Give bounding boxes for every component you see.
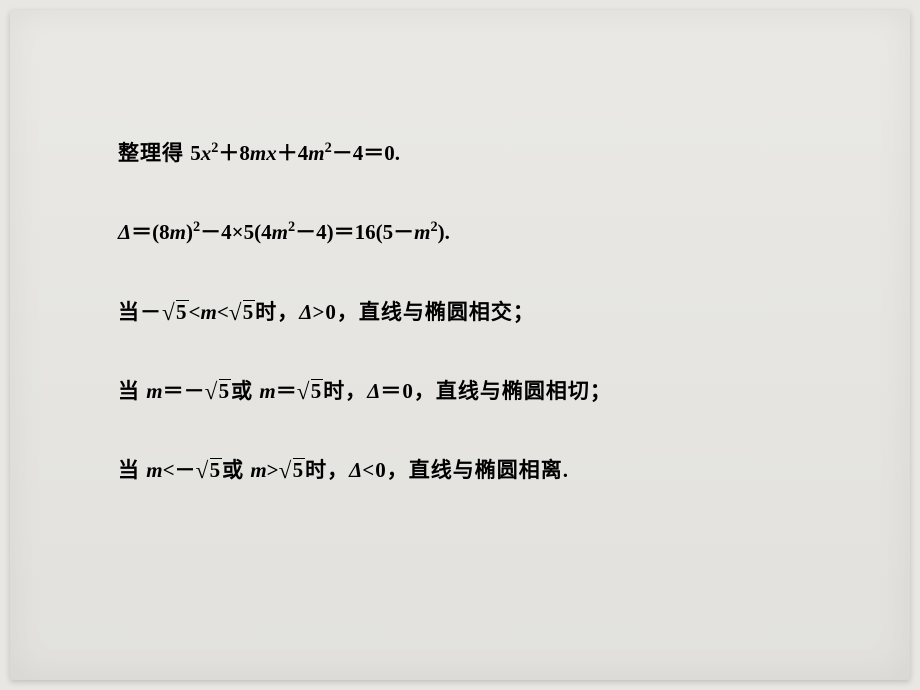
- l5-sqrt1: 5: [196, 457, 223, 484]
- line-1: 整理得 5x2＋8mx＋4m2－4＝0.: [118, 140, 830, 167]
- slide-surface: 整理得 5x2＋8mx＋4m2－4＝0. Δ＝(8m)2－4×5(4m2－4)＝…: [10, 10, 910, 680]
- l1-p1: ＋8: [218, 141, 250, 165]
- l4-d: ＝: [276, 379, 297, 403]
- l1-tail: －4＝0.: [332, 141, 400, 165]
- l4-delta: Δ: [367, 379, 380, 403]
- l1-x: x: [201, 141, 212, 165]
- l2-b: ): [186, 220, 193, 244]
- line-5: 当 m<－5或 m>5时，Δ<0，直线与椭圆相离.: [118, 457, 830, 484]
- l4-sqrt1: 5: [205, 378, 232, 405]
- l5-b: <－: [163, 458, 196, 482]
- line-4: 当 m＝－5或 m＝5时，Δ＝0，直线与椭圆相切；: [118, 378, 830, 405]
- l3-c: <: [217, 300, 229, 324]
- l5-r2: 5: [293, 458, 306, 482]
- l3-delta: Δ: [299, 300, 312, 324]
- l5-a: 当: [118, 458, 146, 482]
- l4-sqrt2: 5: [297, 378, 324, 405]
- l2-e: ).: [438, 220, 450, 244]
- l5-c: 或: [222, 458, 250, 482]
- l3-a: 当－: [118, 300, 162, 324]
- l1-m: m: [250, 141, 266, 165]
- l4-r2: 5: [311, 379, 324, 403]
- l4-a: 当: [118, 379, 146, 403]
- l5-d: >: [267, 458, 279, 482]
- l5-m: m: [146, 458, 162, 482]
- l1-5: 5: [190, 141, 201, 165]
- content-block: 整理得 5x2＋8mx＋4m2－4＝0. Δ＝(8m)2－4×5(4m2－4)＝…: [118, 140, 830, 484]
- l4-b: ＝－: [163, 379, 205, 403]
- l3-r1: 5: [176, 300, 189, 324]
- l4-c: 或: [231, 379, 259, 403]
- l1-m2: m: [308, 141, 324, 165]
- l2-sq3: 2: [430, 219, 437, 235]
- l4-m2: m: [259, 379, 275, 403]
- line-2: Δ＝(8m)2－4×5(4m2－4)＝16(5－m2).: [118, 219, 830, 246]
- l5-sqrt2: 5: [279, 457, 306, 484]
- l3-b: <: [189, 300, 201, 324]
- l3-d: 时，: [255, 300, 299, 324]
- l2-d: －4)＝16(5－: [295, 220, 414, 244]
- l4-e: 时，: [323, 379, 367, 403]
- l5-m2: m: [250, 458, 266, 482]
- l2-c: －4×5(4: [200, 220, 271, 244]
- l1-prefix: 整理得: [118, 141, 190, 165]
- l2-a: ＝(8: [131, 220, 170, 244]
- l1-x2: x: [266, 141, 277, 165]
- l3-m: m: [200, 300, 216, 324]
- l2-m3: m: [414, 220, 430, 244]
- l5-f: <0，直线与椭圆相离.: [362, 458, 569, 482]
- l1-p2: ＋4: [277, 141, 309, 165]
- l5-r1: 5: [210, 458, 223, 482]
- l5-e: 时，: [305, 458, 349, 482]
- l3-sqrt2: 5: [229, 299, 256, 326]
- l2-m: m: [170, 220, 186, 244]
- l5-delta: Δ: [349, 458, 362, 482]
- l2-delta: Δ: [118, 220, 131, 244]
- l1-sq2: 2: [325, 140, 332, 156]
- l4-r1: 5: [219, 379, 232, 403]
- l3-e: >0，直线与椭圆相交；: [312, 300, 534, 324]
- l2-m2: m: [272, 220, 288, 244]
- l4-m: m: [146, 379, 162, 403]
- l3-sqrt1: 5: [162, 299, 189, 326]
- l3-r2: 5: [243, 300, 256, 324]
- line-3: 当－5<m<5时，Δ>0，直线与椭圆相交；: [118, 299, 830, 326]
- l4-f: ＝0，直线与椭圆相切；: [380, 379, 612, 403]
